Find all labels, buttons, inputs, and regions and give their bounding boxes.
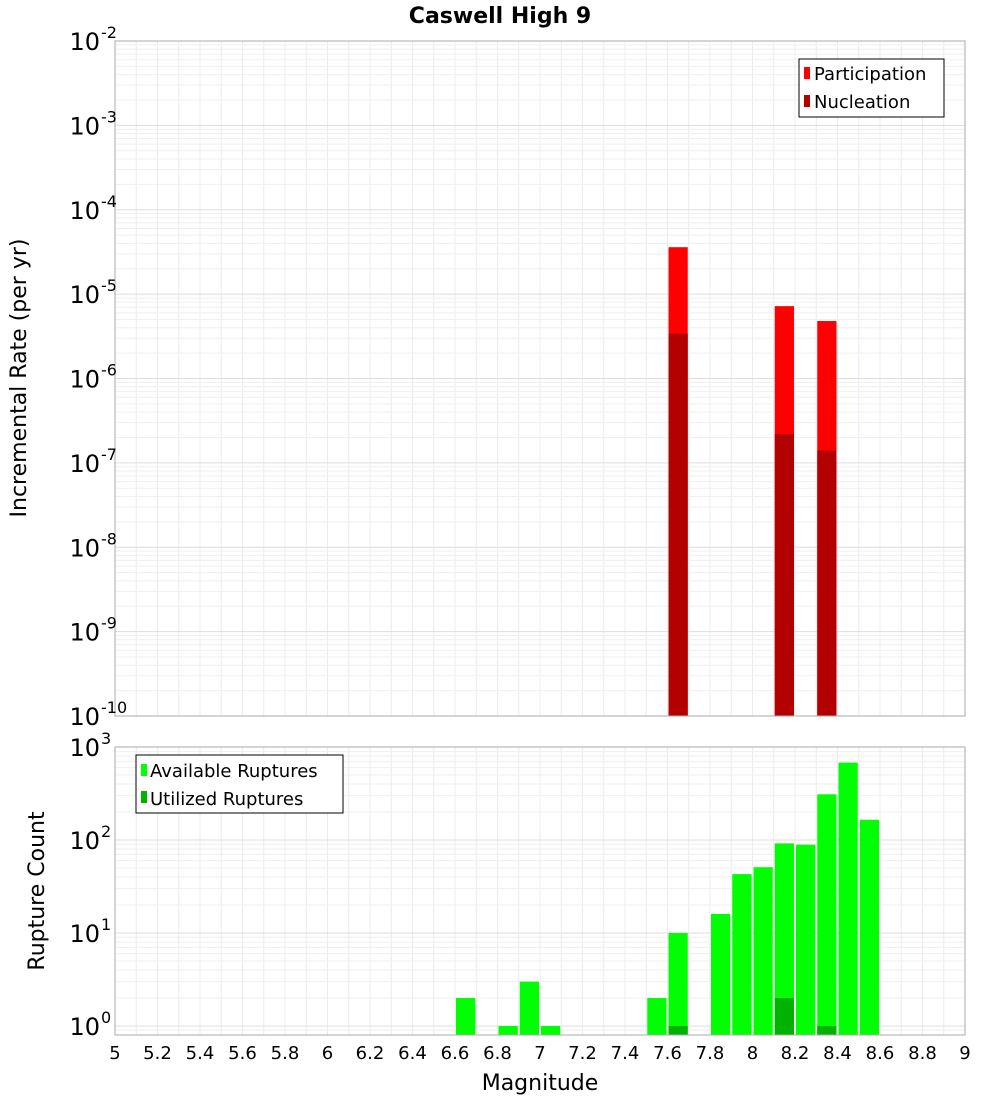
- top-bars: [668, 247, 837, 716]
- y-tick-exponent: -5: [101, 276, 117, 295]
- y-tick-exponent: -3: [101, 107, 117, 126]
- legend-swatch-available: [141, 764, 147, 776]
- x-tick-label: 6.4: [398, 1043, 427, 1064]
- bar-available-ruptures: [519, 981, 539, 1035]
- y-tick-exponent: 2: [101, 822, 111, 841]
- legend-label-participation: Participation: [814, 64, 926, 85]
- y-tick-exponent: -10: [101, 698, 127, 717]
- y-tick-label: 10: [69, 112, 100, 140]
- x-tick-label: 5.8: [271, 1043, 300, 1064]
- legend-label-utilized: Utilized Ruptures: [150, 789, 303, 810]
- bottom-plot-border: [114, 746, 966, 1036]
- x-tick-label: 6.6: [441, 1043, 470, 1064]
- y-tick-label: 10: [69, 28, 100, 56]
- bar-available-ruptures: [838, 762, 858, 1035]
- bar-utilized-ruptures: [668, 1025, 688, 1035]
- legend-swatch-participation: [804, 67, 810, 79]
- top-grid: [114, 40, 966, 717]
- bar-available-ruptures: [541, 1025, 561, 1035]
- y-tick-label: 10: [69, 1013, 100, 1041]
- bottom-bars: [456, 762, 879, 1035]
- bar-nucleation: [817, 450, 837, 716]
- top-legend-box: [798, 58, 945, 118]
- y-tick-exponent: -4: [101, 192, 117, 211]
- y-tick-exponent: -2: [101, 23, 117, 42]
- x-tick-label: 7.8: [696, 1043, 725, 1064]
- y-tick-exponent: 1: [101, 915, 111, 934]
- y-tick-label: 10: [69, 734, 100, 762]
- bar-utilized-ruptures: [817, 1025, 837, 1035]
- top-plot-border: [114, 40, 966, 717]
- bar-available-ruptures: [774, 843, 794, 1035]
- y-tick-label: 10: [69, 281, 100, 309]
- legend-label-available: Available Ruptures: [150, 761, 318, 782]
- y-tick-exponent: 3: [101, 729, 111, 748]
- chart-title: Caswell High 9: [409, 4, 591, 29]
- x-tick-label: 8.8: [908, 1043, 937, 1064]
- bar-available-ruptures: [711, 914, 731, 1035]
- x-tick-label: 8.4: [823, 1043, 852, 1064]
- y-tick-label: 10: [69, 197, 100, 225]
- x-tick-label: 8.6: [866, 1043, 895, 1064]
- bottom-legend-box: [135, 754, 344, 814]
- bar-available-ruptures: [498, 1025, 518, 1035]
- y-tick-label: 10: [69, 534, 100, 562]
- y-tick-exponent: -8: [101, 529, 117, 548]
- x-tick-label: 6: [322, 1043, 333, 1064]
- x-tick-label: 6.2: [356, 1043, 385, 1064]
- bar-available-ruptures: [668, 932, 688, 1035]
- bar-available-ruptures: [859, 819, 879, 1035]
- y-tick-exponent: 0: [101, 1008, 111, 1027]
- x-tick-label: 5.2: [143, 1043, 172, 1064]
- x-tick-label: 6.8: [483, 1043, 512, 1064]
- x-tick-labels: 5 5.2 5.4 5.6 5.8 6 6.2 6.4 6.6 6.8 7 7.2 7.4 7.6 7.8 8…: [109, 1043, 970, 1064]
- y-tick-label: 10: [69, 366, 100, 394]
- bar-available-ruptures: [796, 844, 816, 1035]
- x-axis-label: Magnitude: [482, 1071, 599, 1096]
- bar-utilized-ruptures: [774, 997, 794, 1035]
- x-tick-label: 5.4: [186, 1043, 215, 1064]
- bar-available-ruptures: [456, 997, 476, 1035]
- x-tick-label: 8: [747, 1043, 758, 1064]
- legend-swatch-utilized: [141, 791, 147, 803]
- y-tick-label: 10: [69, 619, 100, 647]
- legend-swatch-nucleation: [804, 95, 810, 107]
- top-y-axis-label: Incremental Rate (per yr): [7, 239, 32, 518]
- top-legend: Participation Nucleation: [798, 58, 945, 118]
- x-tick-label: 9: [959, 1043, 970, 1064]
- bar-nucleation: [668, 333, 688, 716]
- y-tick-label: 10: [69, 920, 100, 948]
- bottom-legend: Available Ruptures Utilized Ruptures: [135, 754, 344, 814]
- y-tick-label: 10: [69, 703, 100, 731]
- y-tick-exponent: -6: [101, 361, 117, 380]
- x-tick-label: 5: [109, 1043, 120, 1064]
- x-tick-label: 7.2: [568, 1043, 597, 1064]
- x-tick-label: 5.6: [228, 1043, 257, 1064]
- y-tick-label: 10: [69, 450, 100, 478]
- y-tick-exponent: -7: [101, 445, 117, 464]
- bar-available-ruptures: [647, 997, 667, 1035]
- bar-available-ruptures: [732, 874, 752, 1035]
- x-tick-label: 8.2: [781, 1043, 810, 1064]
- legend-label-nucleation: Nucleation: [814, 92, 910, 113]
- y-tick-exponent: -9: [101, 614, 117, 633]
- x-tick-label: 7: [534, 1043, 545, 1064]
- bar-available-ruptures: [817, 794, 837, 1035]
- x-tick-label: 7.4: [611, 1043, 640, 1064]
- x-tick-label: 7.6: [653, 1043, 682, 1064]
- bar-available-ruptures: [753, 867, 773, 1035]
- y-tick-label: 10: [69, 827, 100, 855]
- bottom-y-axis-label: Rupture Count: [25, 811, 50, 971]
- bar-nucleation: [774, 433, 794, 716]
